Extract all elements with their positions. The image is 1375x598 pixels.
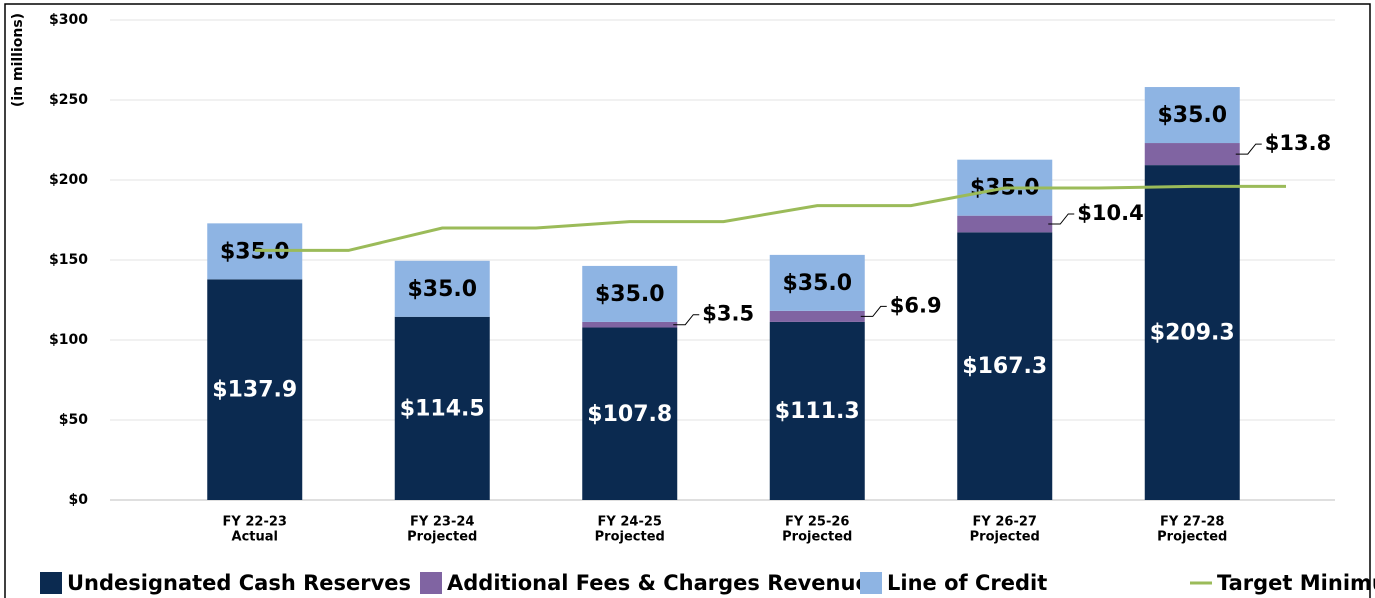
bar-segment <box>582 321 678 328</box>
legend-swatch <box>420 572 442 594</box>
legend-label: Line of Credit <box>887 571 1047 595</box>
legend-label: Target Minimum <box>1217 571 1375 595</box>
legend-swatch <box>860 572 882 594</box>
data-label: $3.5 <box>702 302 754 326</box>
bar-segment <box>957 215 1053 233</box>
leader-line <box>1048 213 1075 225</box>
x-tick-label: FY 27-28 <box>1160 515 1224 530</box>
y-tick-label: $300 <box>49 12 88 28</box>
data-label: $35.0 <box>1157 103 1227 128</box>
bar-segment <box>1144 143 1240 166</box>
x-tick-label: Projected <box>970 530 1040 545</box>
line-series <box>254 184 1286 252</box>
data-label: $167.3 <box>962 354 1047 379</box>
bar-segment <box>394 260 490 317</box>
data-label: $209.3 <box>1150 321 1235 346</box>
y-tick-label: $250 <box>49 92 88 108</box>
data-label: $35.0 <box>782 271 852 296</box>
data-label: $10.4 <box>1077 201 1143 225</box>
bar-segment <box>394 316 490 500</box>
y-tick-label: $0 <box>69 492 89 508</box>
chart-frame <box>4 3 1371 598</box>
legend-label: Undesignated Cash Reserves <box>67 571 411 595</box>
y-tick-label: $150 <box>49 252 88 268</box>
data-label: $114.5 <box>400 396 485 421</box>
x-tick-label: Projected <box>407 530 477 545</box>
bar-segment <box>582 327 678 500</box>
data-label: $111.3 <box>775 399 860 424</box>
leader-line <box>673 314 700 326</box>
bar-segment <box>769 321 865 500</box>
data-label: $35.0 <box>407 277 477 302</box>
x-tick-label: Projected <box>1157 530 1227 545</box>
x-tick-label: Projected <box>595 530 665 545</box>
data-label: $137.9 <box>212 378 297 403</box>
bar-segment <box>207 279 303 500</box>
x-tick-label: FY 22-23 <box>223 515 287 530</box>
leader-line <box>860 305 887 317</box>
x-tick-label: FY 25-26 <box>785 515 849 530</box>
data-label: $35.0 <box>595 282 665 307</box>
bar-segment <box>769 254 865 311</box>
legend-swatch <box>40 572 62 594</box>
x-tick-label: Actual <box>232 530 278 545</box>
x-tick-label: Projected <box>782 530 852 545</box>
x-tick-label: FY 24-25 <box>598 515 662 530</box>
y-tick-label: $50 <box>59 412 88 428</box>
data-label: $107.8 <box>587 402 672 427</box>
leader-line <box>1235 143 1262 155</box>
bar-segment <box>1144 87 1240 144</box>
y-tick-label: $100 <box>49 332 88 348</box>
bar-segment <box>957 232 1053 500</box>
x-tick-label: FY 26-27 <box>973 515 1037 530</box>
bar-segment <box>769 310 865 322</box>
bar-segment <box>582 265 678 322</box>
data-label: $13.8 <box>1265 131 1331 155</box>
y-axis-label: (in millions) <box>10 13 26 107</box>
legend-label: Additional Fees & Charges Revenue <box>447 571 870 595</box>
x-tick-label: FY 23-24 <box>410 515 474 530</box>
bar-segment <box>1144 165 1240 500</box>
y-tick-label: $200 <box>49 172 88 188</box>
data-label: $6.9 <box>890 293 942 317</box>
